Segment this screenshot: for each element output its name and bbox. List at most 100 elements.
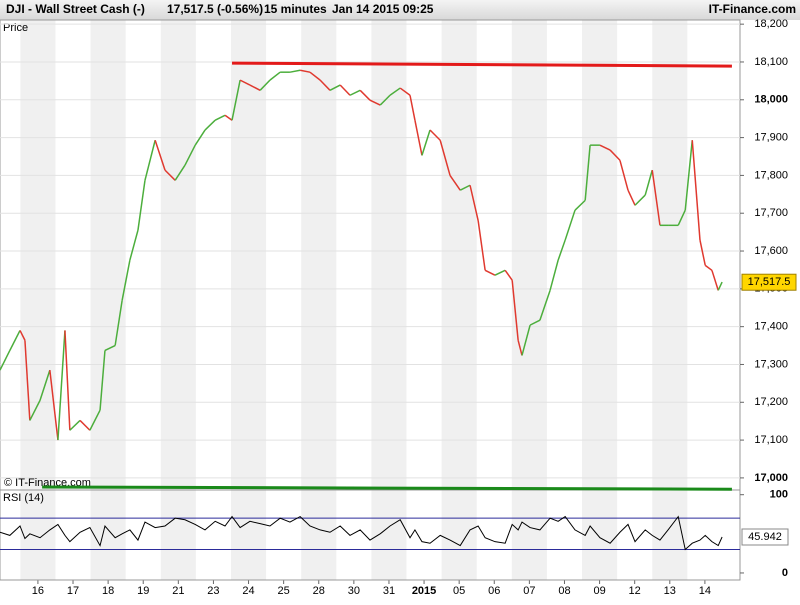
day-stripe [160, 490, 196, 580]
day-stripe [441, 20, 477, 490]
rsi-last-label: 45.942 [748, 531, 782, 543]
price-segment [517, 340, 523, 356]
price-segment [379, 94, 391, 106]
price-segment [677, 209, 686, 226]
y-tick-label: 17,900 [754, 132, 788, 144]
price-segment [319, 79, 331, 91]
price-segment [144, 140, 156, 181]
price-segment [129, 230, 139, 261]
day-stripe [160, 20, 196, 490]
price-segment [204, 119, 216, 131]
y-tick-label: 17,700 [754, 207, 788, 219]
price-segment [309, 71, 321, 81]
y-tick-label: 18,100 [754, 56, 788, 68]
x-tick-label: 24 [242, 585, 254, 597]
day-stripe [511, 490, 547, 580]
x-tick-label: 30 [348, 585, 360, 597]
price-segment [184, 144, 196, 166]
price-segment [154, 140, 166, 171]
price-segment [564, 209, 576, 241]
price-segment [691, 140, 701, 241]
x-tick-label: 31 [383, 585, 395, 597]
interval: 15 minutes [264, 2, 327, 16]
x-tick-label: 17 [67, 585, 79, 597]
price-segment [39, 369, 51, 401]
price-segment [104, 344, 116, 352]
x-tick-label: 08 [558, 585, 570, 597]
price-segment [599, 144, 611, 151]
day-stripe [511, 20, 547, 490]
x-tick-label: 18 [102, 585, 114, 597]
day-stripe [441, 490, 477, 580]
day-stripe [301, 490, 337, 580]
x-tick-label: 28 [313, 585, 325, 597]
price-segment [439, 140, 451, 176]
price-segment [289, 69, 301, 73]
x-tick-label: 12 [629, 585, 641, 597]
price-segment [9, 330, 21, 351]
trend-line [42, 485, 732, 491]
x-tick-label: 07 [523, 585, 535, 597]
price-segment [57, 330, 66, 441]
price-segment [339, 84, 351, 96]
price-segment [239, 79, 251, 86]
y-tick-label: 18,200 [754, 18, 788, 30]
price-segment [224, 114, 233, 121]
price-segment [627, 189, 636, 206]
price-segment [711, 270, 719, 291]
price-segment [557, 239, 566, 261]
price-segment [137, 180, 146, 231]
timestamp: Jan 14 2015 09:25 [332, 2, 434, 16]
price-segment [609, 149, 621, 161]
price-segment [409, 95, 416, 121]
price-segment [717, 281, 723, 291]
day-stripe [371, 490, 407, 580]
price-segment [329, 84, 341, 91]
price-segment [421, 129, 431, 156]
y-tick-label: 17,100 [754, 434, 788, 446]
price-segment [214, 114, 226, 121]
price-segment [504, 269, 513, 281]
y-tick-label: 17,600 [754, 245, 788, 257]
price-segment [684, 140, 694, 211]
y-tick-label: 0 [782, 567, 788, 579]
day-stripe [371, 20, 407, 490]
price-segment [469, 185, 479, 221]
price-segment [231, 79, 241, 121]
day-stripe [20, 490, 56, 580]
x-tick-label: 05 [453, 585, 465, 597]
price-segment [24, 340, 31, 421]
rsi-last-box [741, 528, 789, 546]
price-segment [64, 330, 71, 431]
y-tick-label: 100 [770, 489, 788, 501]
price-segment [494, 269, 506, 276]
price-segment [164, 169, 176, 181]
x-tick-label: 2015 [412, 585, 436, 597]
price-segment [349, 89, 361, 96]
price-segment [549, 259, 559, 291]
price-segment [359, 89, 371, 101]
price-segment [114, 300, 123, 346]
panel-title: RSI (14) [3, 492, 44, 504]
trend-line [232, 61, 732, 68]
day-stripe [301, 20, 337, 490]
price-segment [300, 69, 311, 73]
header-bar [0, 0, 800, 20]
panel-title: Price [3, 22, 28, 34]
x-tick-label: 21 [172, 585, 184, 597]
price-segment [121, 259, 131, 301]
day-stripe [230, 490, 267, 580]
price-segment [511, 280, 519, 341]
price-segment [399, 87, 411, 96]
last-price-label: 17,517.5 [748, 276, 791, 288]
price-segment [69, 419, 81, 431]
x-tick-label: 23 [207, 585, 219, 597]
y-tick-label: 17,200 [754, 396, 788, 408]
brand: IT-Finance.com [709, 2, 796, 16]
y-tick-label: 17,400 [754, 321, 788, 333]
price-segment [194, 129, 206, 146]
price-segment [174, 164, 186, 181]
x-tick-label: 19 [137, 585, 149, 597]
price-segment [249, 84, 261, 91]
price-segment [369, 99, 381, 106]
